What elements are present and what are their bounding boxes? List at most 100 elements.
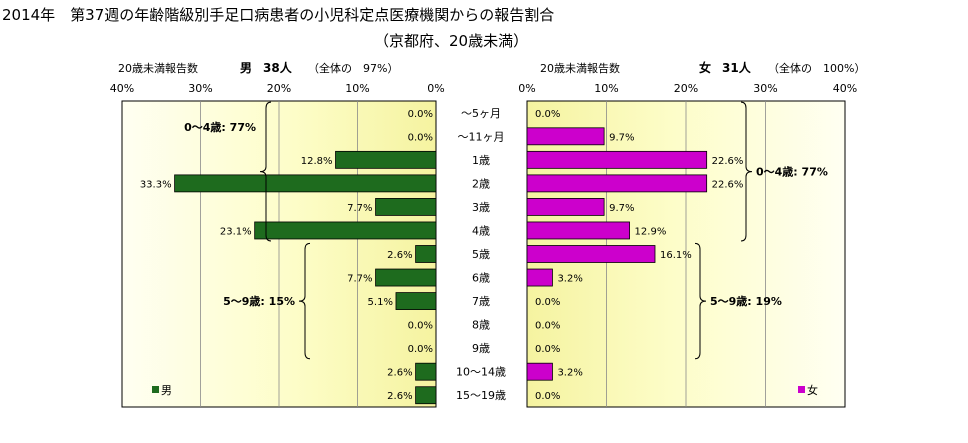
female-value-labels: 0.0% 9.7% 22.6% 22.6% 9.7% 12.9% 16.1% 3.2% 0.0%… [535, 109, 743, 402]
female-header-sex: 女 [699, 60, 711, 75]
female-bar [526, 268, 553, 287]
male-value-label: 2.6% [387, 368, 412, 379]
age-category-label: 7歳 [472, 295, 490, 308]
male-value-label: 2.6% [387, 250, 412, 261]
male-annotation-label: 0～4歳: 77% [184, 120, 256, 134]
male-value-label: 0.0% [408, 344, 433, 355]
male-header-count: 38人 [263, 60, 293, 75]
age-category-label: 15～19歳 [456, 389, 506, 402]
age-category-label: ～5ヶ月 [461, 107, 501, 120]
female-bar [526, 362, 553, 381]
age-category-label: 1歳 [472, 154, 490, 167]
female-value-label: 0.0% [535, 344, 560, 355]
female-legend-label: 女 [807, 383, 818, 397]
male-brace [298, 242, 311, 360]
male-value-label: 0.0% [408, 321, 433, 332]
female-value-label: 0.0% [535, 109, 560, 120]
male-legend-label: 男 [161, 384, 172, 397]
male-value-label: 5.1% [368, 297, 393, 308]
male-annotation-label: 5～9歳: 15% [223, 294, 295, 308]
female-bar [526, 198, 605, 216]
female-annotation-label: 5～9歳: 19% [710, 294, 782, 308]
age-category-label: ～11ヶ月 [458, 130, 505, 143]
male-value-labels: 0.0% 0.0% 12.8% 33.3% 7.7% 23.1% 2.6% 7.7% 5.1% 0… [140, 109, 433, 402]
male-legend-swatch [152, 386, 159, 393]
female-tick-label: 30% [753, 82, 777, 95]
female-value-label: 9.7% [609, 203, 634, 214]
female-header-share: （全体の 100%） [768, 61, 865, 75]
male-axis-ticks: 40% 30% 20% 10% 0% [110, 82, 445, 95]
female-brace [740, 101, 753, 242]
age-category-label: 3歳 [472, 201, 490, 214]
male-bar [395, 292, 437, 310]
female-tick-label: 40% [833, 82, 857, 95]
male-tick-label: 0% [427, 82, 444, 95]
chart-subtitle: （京都府、20歳未満） [374, 32, 528, 50]
female-bar [526, 174, 708, 193]
female-annotation-label: 0～4歳: 77% [756, 165, 828, 179]
female-bar [526, 127, 605, 146]
female-value-label: 3.2% [557, 368, 582, 379]
male-bar [174, 174, 437, 193]
male-value-label: 0.0% [408, 132, 433, 143]
female-value-label: 9.7% [609, 132, 634, 143]
female-panel: 20歳未満報告数 女 31人 （全体の 100%） 0% 10% 20% 30% 40%… [518, 60, 865, 408]
male-value-label: 7.7% [347, 274, 372, 285]
male-value-label: 12.8% [301, 156, 333, 167]
female-value-label: 12.9% [635, 226, 667, 237]
male-header-share: （全体の 97%） [308, 61, 398, 75]
female-bar [526, 245, 656, 263]
age-category-label: 2歳 [472, 177, 490, 190]
female-brace [694, 242, 707, 360]
female-axis-ticks: 0% 10% 20% 30% 40% [518, 82, 857, 95]
female-bar [526, 150, 708, 169]
female-header-count: 31人 [722, 60, 752, 75]
female-bars [526, 127, 708, 381]
male-annotations: 0～4歳: 77% 5～9歳: 15% [184, 101, 311, 360]
male-bars [174, 150, 437, 405]
male-bar [415, 245, 437, 263]
age-category-label: 5歳 [472, 248, 490, 261]
male-tick-label: 20% [267, 82, 291, 95]
male-tick-label: 40% [110, 82, 134, 95]
female-value-label: 22.6% [712, 156, 744, 167]
age-category-labels: ～5ヶ月 ～11ヶ月 1歳 2歳 3歳 4歳 5歳 6歳 7歳 8歳 9歳 10～14歳 15～19歳 [456, 107, 506, 402]
chart-title: 2014年 第37週の年齢階級別手足口病患者の小児科定点医療機関からの報告割合 [2, 6, 554, 24]
male-bar [415, 362, 437, 381]
age-category-label: 8歳 [472, 319, 490, 332]
female-value-label: 16.1% [660, 250, 692, 261]
female-bar [526, 221, 630, 240]
male-header-label: 20歳未満報告数 [118, 62, 198, 75]
male-bar [415, 386, 437, 405]
male-value-label: 2.6% [387, 391, 412, 402]
male-value-label: 23.1% [220, 226, 252, 237]
male-header-sex: 男 [240, 61, 252, 75]
female-tick-label: 10% [594, 82, 618, 95]
male-bar [375, 198, 437, 216]
male-tick-label: 10% [345, 82, 369, 95]
male-value-label: 7.7% [347, 203, 372, 214]
age-category-label: 4歳 [472, 224, 490, 237]
male-tick-label: 30% [188, 82, 212, 95]
female-value-label: 0.0% [535, 391, 560, 402]
male-bar [375, 268, 437, 287]
female-tick-label: 20% [674, 82, 698, 95]
age-category-label: 10～14歳 [456, 366, 506, 379]
female-legend-swatch [798, 386, 805, 393]
age-category-label: 6歳 [472, 272, 490, 285]
female-tick-label: 0% [518, 82, 535, 95]
female-value-label: 22.6% [712, 179, 744, 190]
female-value-label: 0.0% [535, 321, 560, 332]
female-header-label: 20歳未満報告数 [540, 62, 620, 75]
female-annotations: 0～4歳: 77% 5～9歳: 19% [694, 101, 828, 360]
age-category-label: 9歳 [472, 342, 490, 355]
male-bar [335, 150, 437, 169]
male-value-label: 33.3% [140, 179, 172, 190]
male-bar [254, 221, 437, 240]
female-value-label: 3.2% [557, 274, 582, 285]
male-brace [259, 101, 272, 242]
female-value-label: 0.0% [535, 297, 560, 308]
male-value-label: 0.0% [408, 109, 433, 120]
male-panel: 20歳未満報告数 男 38人 （全体の 97%） 40% 30% 20% 10% 0% … [110, 60, 445, 408]
